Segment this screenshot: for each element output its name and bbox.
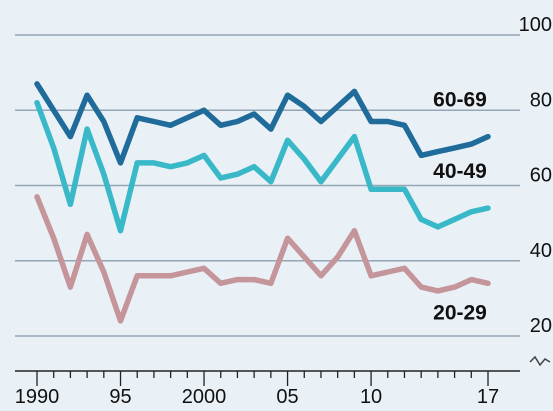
y-tick-label: 20 bbox=[530, 315, 552, 337]
x-tick-label: 17 bbox=[477, 386, 499, 408]
x-tick-label: 95 bbox=[109, 386, 131, 408]
series-label-60-69: 60-69 bbox=[433, 89, 487, 112]
series-line-40-49 bbox=[34, 99, 491, 234]
series-labels: 60-69 40-49 20-29 bbox=[433, 89, 487, 325]
x-tick-label: 2000 bbox=[182, 386, 227, 408]
y-tick-label: 40 bbox=[530, 240, 552, 262]
y-tick-label: 100 bbox=[519, 14, 552, 36]
series-line-20-29 bbox=[34, 194, 491, 324]
x-tick-label: 1990 bbox=[15, 386, 60, 408]
y-tick-label: 60 bbox=[530, 165, 552, 187]
series-label-40-49: 40-49 bbox=[433, 160, 487, 183]
series-label-20-29: 20-29 bbox=[433, 301, 487, 324]
x-tick-label: 05 bbox=[276, 386, 298, 408]
series-line-60-69 bbox=[34, 81, 491, 166]
y-axis-ticks: 20 40 60 80 100 bbox=[519, 14, 552, 337]
series-lines bbox=[34, 81, 491, 324]
x-tick-label: 10 bbox=[360, 386, 382, 408]
x-axis: 1990 95 2000 05 10 17 bbox=[15, 370, 520, 408]
axis-break-mark bbox=[529, 355, 551, 367]
y-tick-label: 80 bbox=[530, 89, 552, 111]
